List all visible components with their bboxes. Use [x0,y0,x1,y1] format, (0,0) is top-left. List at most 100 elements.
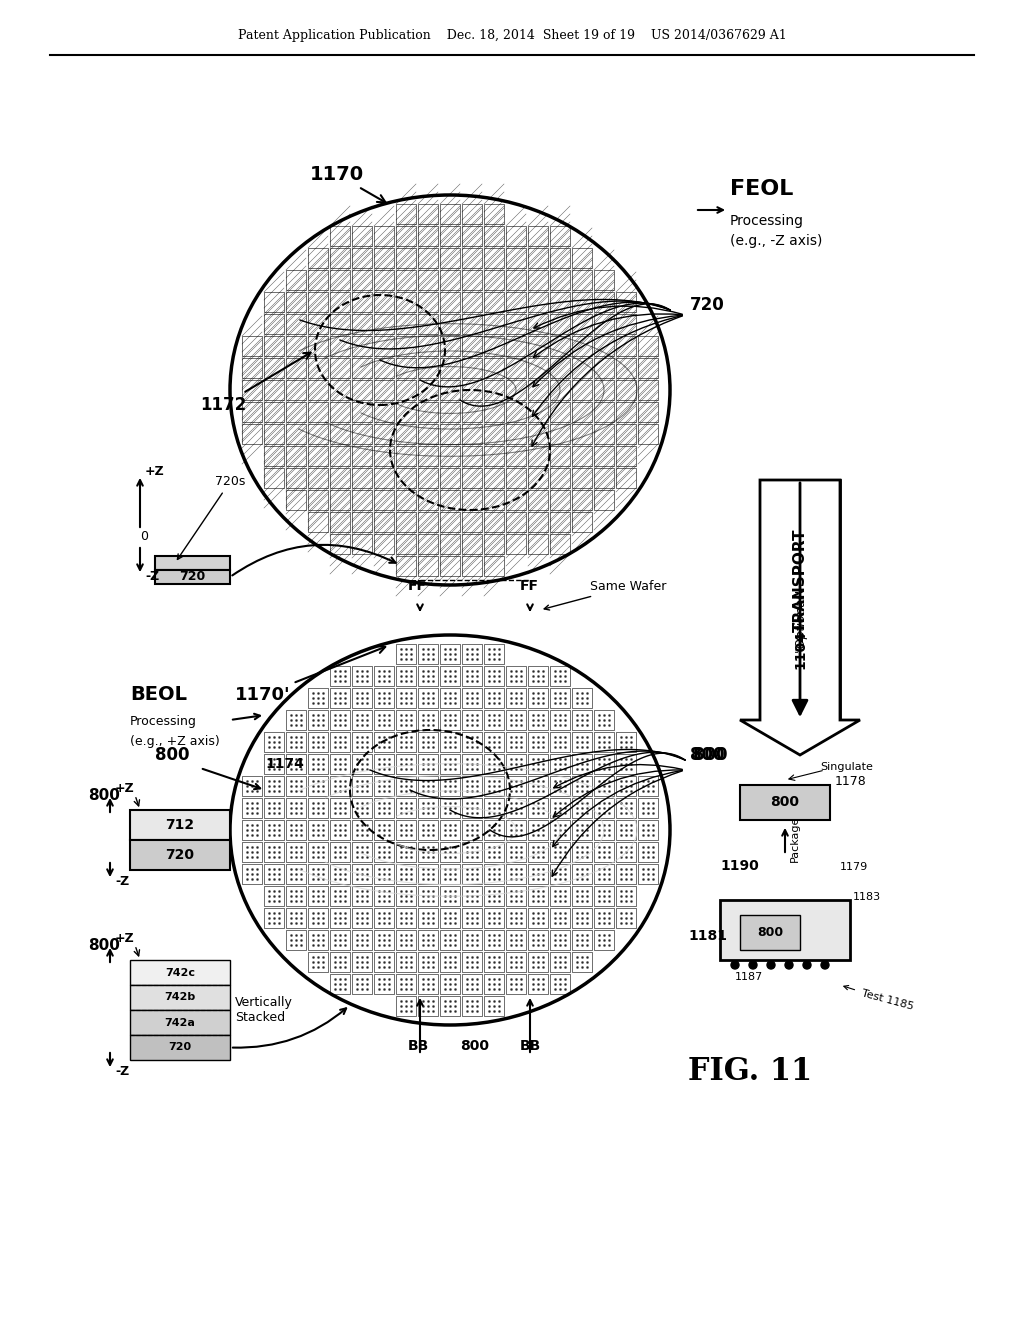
Bar [616,469,636,488]
Bar [462,997,482,1016]
Bar [308,358,328,378]
Bar [462,271,482,290]
Bar [506,733,526,752]
Bar [550,710,570,730]
Bar [418,380,438,400]
Text: FIG. 11: FIG. 11 [688,1056,812,1086]
Bar [330,358,350,378]
Bar [506,446,526,466]
Circle shape [785,961,793,969]
Bar [374,974,394,994]
Bar [484,931,504,950]
Bar [550,535,570,554]
Bar [352,842,372,862]
Bar [440,886,460,906]
Bar [484,865,504,884]
Bar [242,380,262,400]
Bar [528,710,548,730]
Text: Patent Application Publication    Dec. 18, 2014  Sheet 19 of 19    US 2014/03676: Patent Application Publication Dec. 18, … [238,29,786,41]
Bar [374,688,394,708]
Bar [506,931,526,950]
Bar [286,842,306,862]
Bar [264,754,284,774]
Bar [396,974,416,994]
Bar [740,915,800,950]
Text: 1181: 1181 [688,929,727,942]
Bar [374,733,394,752]
Text: (e.g., -Z axis): (e.g., -Z axis) [730,234,822,248]
Bar [418,314,438,334]
Bar [572,688,592,708]
Bar [528,754,548,774]
Bar [528,667,548,686]
Bar [308,754,328,774]
Bar [330,490,350,510]
Bar [330,380,350,400]
Bar [484,403,504,422]
Text: Test 1185: Test 1185 [844,986,914,1012]
Bar [396,667,416,686]
Circle shape [803,961,811,969]
Bar [484,292,504,312]
Bar [330,512,350,532]
Bar [462,337,482,356]
Bar [616,842,636,862]
Bar [506,380,526,400]
Circle shape [749,961,757,969]
Bar [572,358,592,378]
Bar [418,490,438,510]
Bar [594,271,614,290]
Bar [418,710,438,730]
Bar [550,226,570,246]
Bar [572,403,592,422]
Bar [572,952,592,972]
Bar [594,908,614,928]
Bar [396,776,416,796]
Bar [352,292,372,312]
Bar [616,733,636,752]
Bar [330,908,350,928]
Bar [594,799,614,818]
Bar [506,886,526,906]
Bar [242,337,262,356]
Bar [594,886,614,906]
Bar [528,292,548,312]
Bar [528,886,548,906]
Text: FF: FF [520,579,539,593]
Bar [286,776,306,796]
Bar [484,424,504,444]
Bar [374,337,394,356]
Bar [242,799,262,818]
Bar [286,469,306,488]
Bar [374,908,394,928]
Bar [528,512,548,532]
Bar [308,292,328,312]
Bar [352,820,372,840]
Bar [352,512,372,532]
Bar [616,446,636,466]
Bar [528,776,548,796]
Bar [616,292,636,312]
Bar [440,512,460,532]
Text: 720: 720 [179,570,206,583]
Bar [638,380,658,400]
Bar [550,380,570,400]
Bar [308,842,328,862]
Text: 800: 800 [690,746,725,764]
Bar [418,931,438,950]
Bar [528,974,548,994]
Bar [308,490,328,510]
Bar [594,490,614,510]
Bar [330,403,350,422]
Bar [264,380,284,400]
Bar [396,469,416,488]
Bar [462,446,482,466]
Text: 1190: 1190 [720,859,759,873]
Bar [374,380,394,400]
Bar [528,424,548,444]
Bar [572,865,592,884]
Bar [506,358,526,378]
Bar [418,469,438,488]
Bar [616,358,636,378]
Bar [418,403,438,422]
